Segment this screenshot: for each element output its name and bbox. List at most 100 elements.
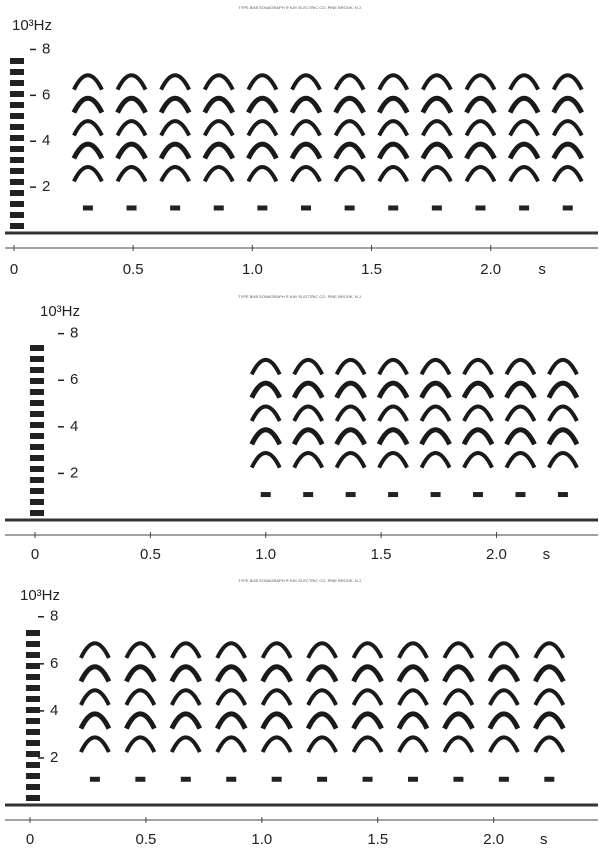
harmonic — [249, 427, 282, 446]
harmonic — [464, 141, 497, 160]
low-note — [135, 776, 146, 782]
calibration-bar — [30, 400, 44, 406]
calibration-bar — [30, 356, 44, 362]
calibration-bar — [26, 696, 40, 702]
harmonic — [333, 141, 366, 160]
harmonic — [124, 688, 157, 706]
harmonic — [442, 688, 475, 706]
harmonic — [169, 664, 203, 683]
harmonic — [546, 427, 580, 446]
harmonic — [421, 165, 453, 183]
calibration-bar — [26, 707, 40, 713]
harmonic — [71, 95, 105, 114]
harmonic — [351, 641, 384, 659]
low-note — [362, 776, 373, 782]
harmonic — [305, 711, 339, 730]
calibration-bar — [10, 157, 24, 163]
harmonic — [442, 664, 475, 683]
harmonic — [442, 711, 475, 730]
harmonic — [464, 95, 497, 114]
calibration-bar — [26, 773, 40, 779]
calibration-bar — [10, 113, 24, 119]
harmonic — [396, 711, 430, 730]
low-note — [82, 205, 93, 211]
harmonic — [215, 735, 248, 753]
harmonic — [504, 404, 537, 422]
harmonic — [442, 735, 475, 753]
harmonic — [158, 141, 192, 160]
x-unit: s — [538, 261, 546, 278]
harmonic — [551, 141, 584, 160]
harmonic — [351, 711, 384, 730]
harmonic — [292, 451, 324, 469]
harmonic — [333, 73, 366, 91]
harmonic — [508, 73, 540, 91]
low-note — [557, 492, 568, 498]
harmonic — [290, 119, 322, 137]
calibration-bar — [30, 444, 44, 450]
calibration-bar — [26, 663, 40, 669]
harmonic — [533, 735, 566, 753]
harmonic — [246, 165, 279, 183]
harmonic — [124, 664, 157, 683]
harmonic — [488, 688, 520, 706]
harmonic — [79, 735, 111, 753]
calibration-bar — [30, 422, 44, 428]
harmonic — [351, 688, 384, 706]
harmonic — [202, 165, 235, 183]
harmonic — [115, 95, 148, 114]
calibration-bar — [26, 718, 40, 724]
harmonic — [533, 711, 566, 730]
y-unit: 10³Hz — [40, 303, 80, 320]
harmonic — [376, 95, 410, 114]
harmonic — [377, 404, 409, 422]
y-tick-label: 8 — [42, 40, 50, 57]
harmonic — [547, 357, 579, 376]
harmonic — [377, 165, 410, 183]
low-note — [180, 776, 191, 782]
low-note — [515, 492, 526, 498]
x-tick-label: 0 — [10, 261, 18, 278]
y-tick-label: 8 — [70, 325, 78, 342]
low-note — [260, 492, 271, 498]
calibration-bar — [10, 146, 24, 152]
harmonic — [376, 141, 410, 160]
calibration-bar — [30, 411, 44, 417]
y-tick-label: 6 — [50, 655, 58, 672]
calibration-bar — [30, 345, 44, 351]
harmonic — [419, 451, 452, 469]
harmonic — [377, 357, 409, 376]
calibration-bar — [30, 499, 44, 505]
harmonic — [289, 141, 323, 160]
x-tick-label: 0.5 — [135, 831, 156, 848]
y-tick-label: 2 — [42, 178, 50, 195]
low-note — [345, 492, 356, 498]
low-note — [519, 205, 530, 211]
x-tick-label: 0.5 — [123, 261, 144, 278]
harmonic — [464, 73, 497, 91]
harmonic — [78, 664, 112, 683]
harmonic — [290, 165, 322, 183]
calibration-bar — [26, 729, 40, 735]
harmonic — [334, 427, 367, 446]
harmonic — [169, 735, 202, 753]
harmonic — [504, 451, 537, 469]
y-unit: 10³Hz — [12, 17, 52, 34]
calibration-bar — [26, 685, 40, 691]
calibration-bar — [10, 80, 24, 86]
harmonic — [507, 141, 541, 160]
harmonic — [397, 641, 429, 659]
calibration-bar — [10, 190, 24, 196]
x-tick-label: 0 — [31, 546, 39, 563]
harmonic — [462, 404, 494, 422]
low-note — [431, 205, 442, 211]
harmonic — [124, 735, 157, 753]
y-tick-label: 2 — [70, 464, 78, 481]
low-note — [562, 205, 573, 211]
harmonic — [464, 165, 497, 183]
harmonic — [292, 404, 324, 422]
x-tick-label: 1.5 — [361, 261, 382, 278]
low-note — [407, 776, 418, 782]
x-tick-label: 1.5 — [367, 831, 388, 848]
harmonic — [487, 664, 521, 683]
